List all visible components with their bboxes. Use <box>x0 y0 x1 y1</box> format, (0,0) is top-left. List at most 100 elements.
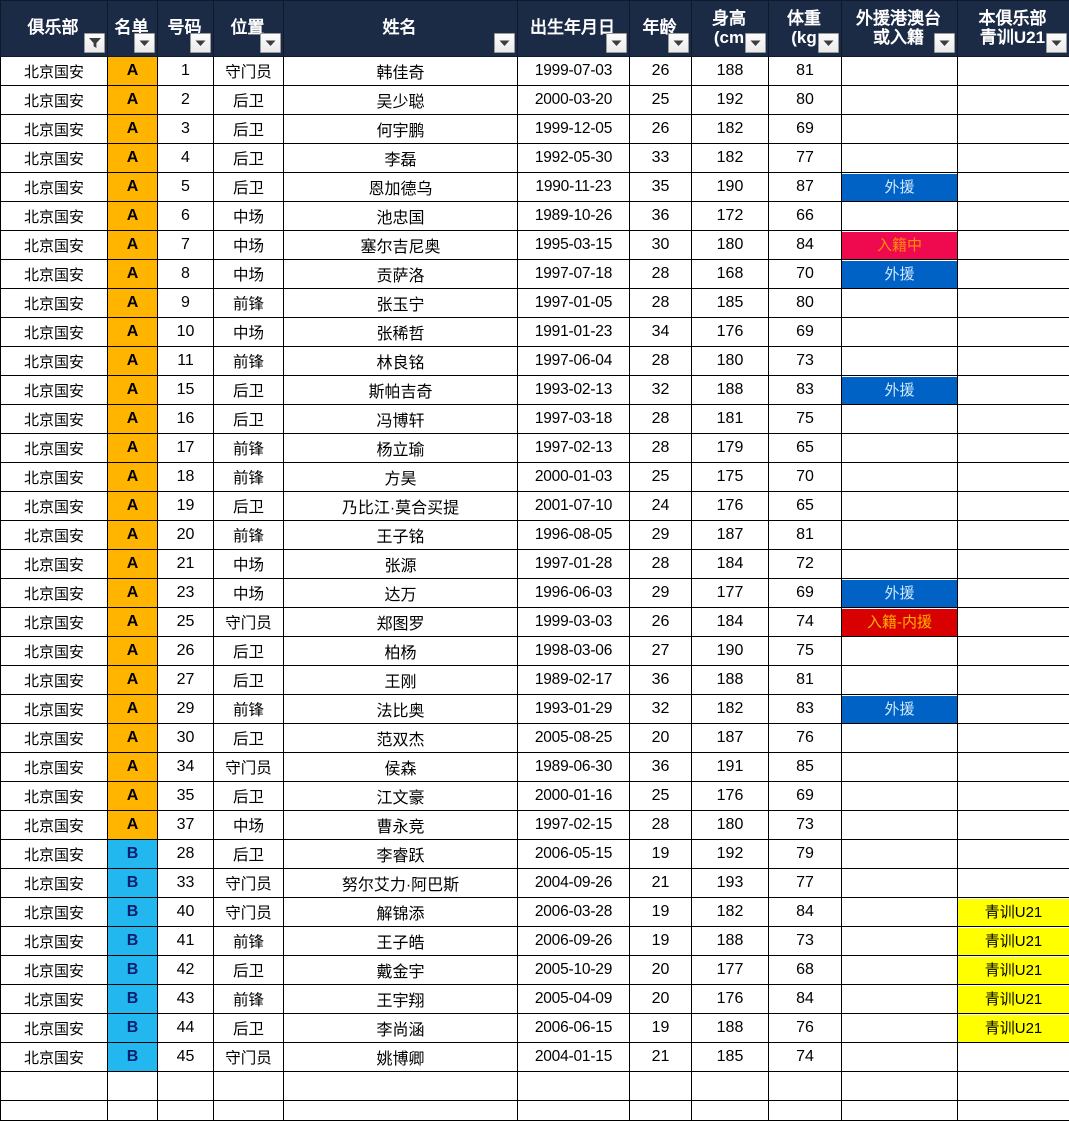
cell-number: 9 <box>158 289 214 318</box>
empty-cell <box>284 1101 518 1121</box>
cell-name: 曹永竞 <box>284 811 518 840</box>
chevron-down-icon[interactable] <box>745 33 766 53</box>
cell-dob: 1997-01-05 <box>518 289 630 318</box>
cell-foreign-status <box>842 492 958 521</box>
empty-cell <box>158 1072 214 1101</box>
empty-cell <box>958 1101 1069 1121</box>
chevron-down-icon[interactable] <box>818 33 839 53</box>
cell-position: 中场 <box>214 550 284 579</box>
status-badge <box>958 493 1069 520</box>
cell-club: 北京国安 <box>1 463 108 492</box>
cell-weight: 69 <box>769 579 842 608</box>
partial-table-row[interactable] <box>1 1101 1069 1121</box>
cell-height: 190 <box>692 637 769 666</box>
cell-position: 后卫 <box>214 492 284 521</box>
cell-foreign-status <box>842 550 958 579</box>
cell-age: 27 <box>630 637 692 666</box>
cell-weight: 69 <box>769 115 842 144</box>
status-badge <box>842 783 957 810</box>
filter-funnel-icon[interactable] <box>84 33 105 53</box>
empty-table-row[interactable] <box>1 1072 1069 1101</box>
cell-club: 北京国安 <box>1 57 108 86</box>
status-badge <box>958 261 1069 288</box>
cell-club: 北京国安 <box>1 898 108 927</box>
cell-name: 努尔艾力·阿巴斯 <box>284 869 518 898</box>
cell-number: 21 <box>158 550 214 579</box>
cell-roster: A <box>108 405 158 434</box>
chevron-down-icon[interactable] <box>494 33 515 53</box>
cell-position: 后卫 <box>214 666 284 695</box>
cell-youth-status <box>958 260 1069 289</box>
cell-position: 后卫 <box>214 144 284 173</box>
cell-position: 中场 <box>214 579 284 608</box>
cell-weight: 77 <box>769 869 842 898</box>
cell-position: 守门员 <box>214 869 284 898</box>
cell-youth-status <box>958 57 1069 86</box>
cell-age: 32 <box>630 376 692 405</box>
chevron-down-icon[interactable] <box>260 33 281 53</box>
cell-weight: 66 <box>769 202 842 231</box>
cell-dob: 1989-06-30 <box>518 753 630 782</box>
cell-height: 177 <box>692 956 769 985</box>
status-badge <box>958 696 1069 723</box>
chevron-down-icon[interactable] <box>134 33 155 53</box>
chevron-down-icon[interactable] <box>934 33 955 53</box>
cell-foreign-status: 外援 <box>842 376 958 405</box>
chevron-down-icon[interactable] <box>190 33 211 53</box>
cell-foreign-status <box>842 637 958 666</box>
chevron-down-icon[interactable] <box>668 33 689 53</box>
cell-youth-status <box>958 463 1069 492</box>
cell-age: 35 <box>630 173 692 202</box>
cell-roster: A <box>108 376 158 405</box>
cell-position: 守门员 <box>214 1043 284 1072</box>
cell-height: 184 <box>692 550 769 579</box>
chevron-down-icon[interactable] <box>606 33 627 53</box>
cell-number: 2 <box>158 86 214 115</box>
cell-roster: B <box>108 1043 158 1072</box>
cell-youth-status: 青训U21 <box>958 956 1069 985</box>
cell-roster: A <box>108 463 158 492</box>
cell-name: 李尚涵 <box>284 1014 518 1043</box>
cell-name: 李睿跃 <box>284 840 518 869</box>
cell-weight: 68 <box>769 956 842 985</box>
cell-club: 北京国安 <box>1 753 108 782</box>
chevron-down-icon[interactable] <box>1046 33 1067 53</box>
cell-age: 28 <box>630 405 692 434</box>
cell-dob: 2004-09-26 <box>518 869 630 898</box>
